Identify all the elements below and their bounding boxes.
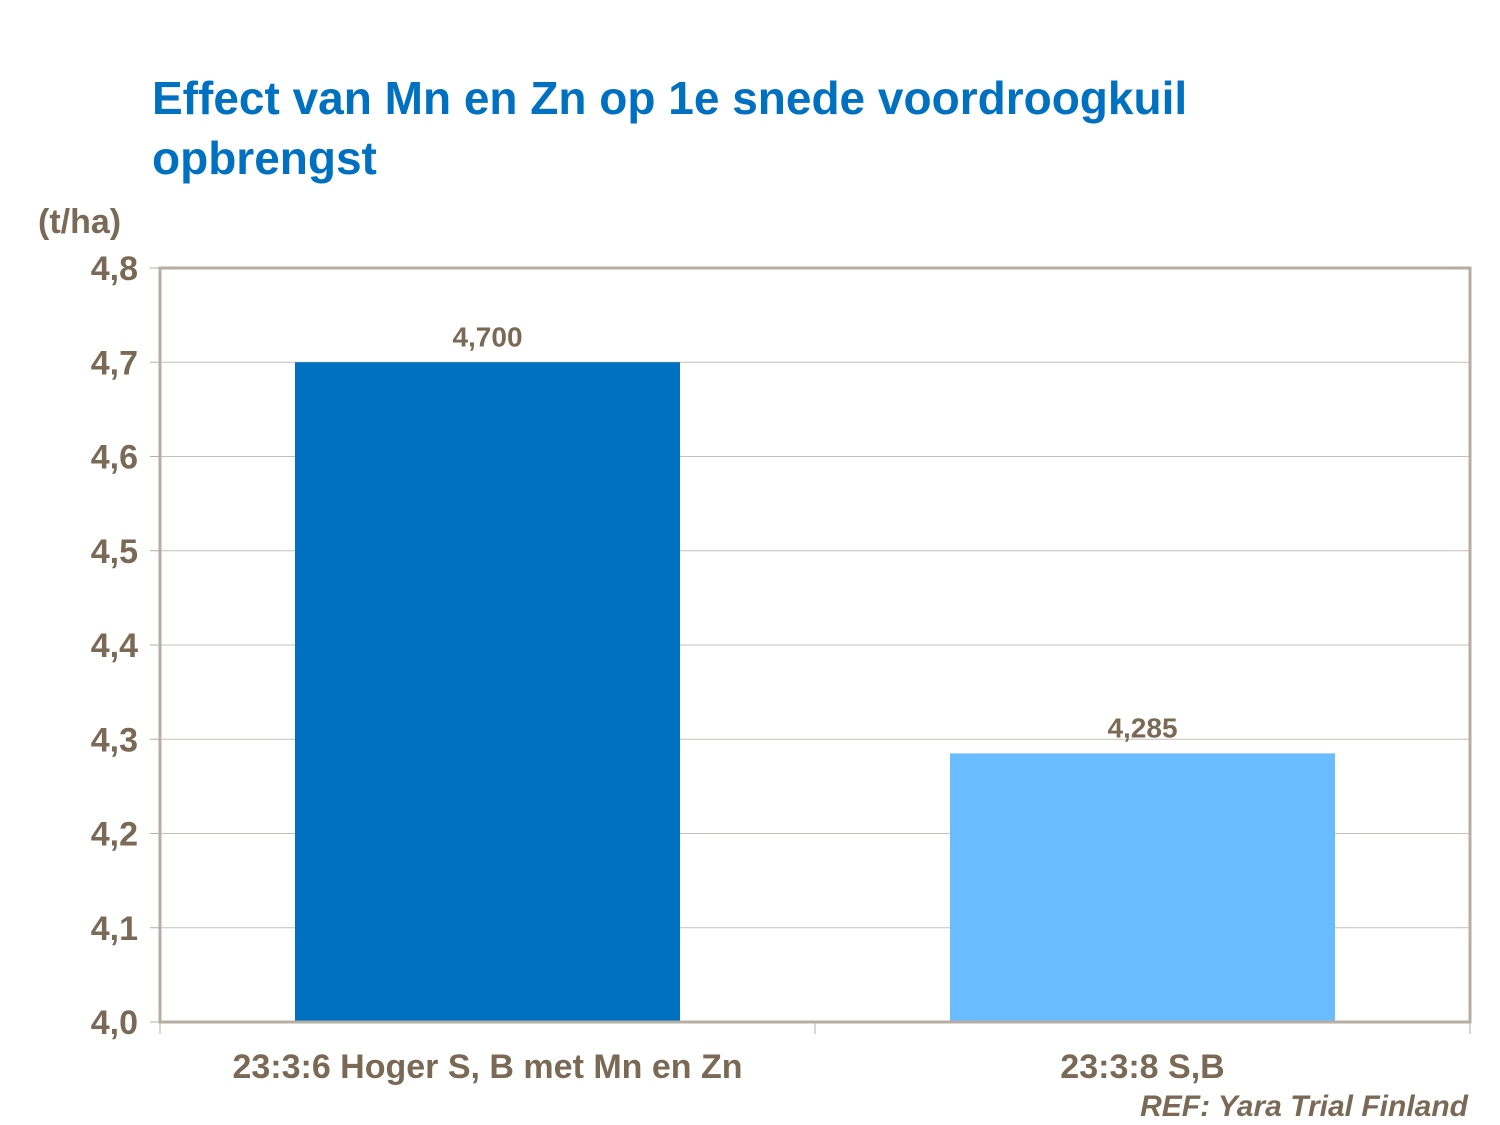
- bar: [295, 362, 680, 1022]
- data-label: 4,285: [1107, 712, 1177, 743]
- y-tick-label: 4,4: [91, 627, 138, 665]
- y-tick-label: 4,3: [91, 721, 138, 759]
- y-axis-label: (t/ha): [38, 203, 122, 241]
- reference-note: REF: Yara Trial Finland: [1140, 1090, 1468, 1123]
- y-tick-label: 4,8: [91, 250, 138, 288]
- bar: [950, 753, 1335, 1022]
- x-tick-label: 23:3:6 Hoger S, B met Mn en Zn: [232, 1048, 742, 1086]
- x-tick-label: 23:3:8 S,B: [1060, 1048, 1224, 1086]
- y-tick-label: 4,7: [91, 344, 138, 382]
- chart-title: Effect van Mn en Zn op 1e snede voordroo…: [152, 72, 1188, 184]
- y-tick-label: 4,1: [91, 910, 138, 948]
- y-tick-label: 4,2: [91, 816, 138, 854]
- y-tick-label: 4,5: [91, 533, 138, 571]
- data-label: 4,700: [452, 321, 522, 352]
- y-tick-label: 4,6: [91, 439, 138, 477]
- y-tick-label: 4,0: [91, 1004, 138, 1042]
- plot-area-border: [158, 266, 1472, 1024]
